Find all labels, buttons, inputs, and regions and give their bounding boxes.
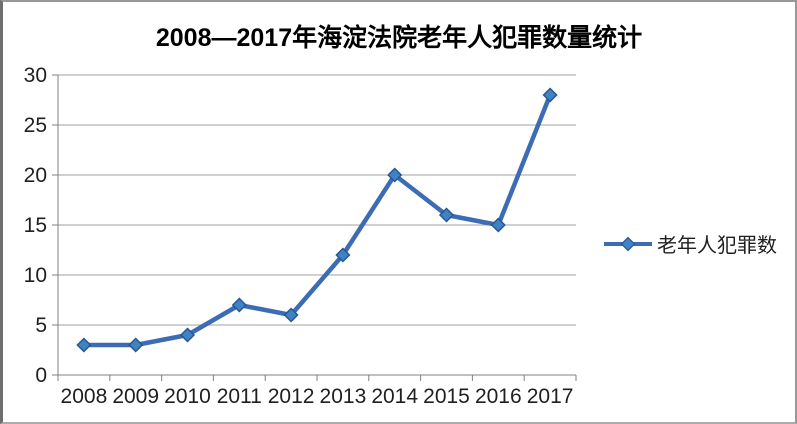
data-series-line bbox=[81, 92, 553, 348]
plot-area: 0 5 10 15 20 25 30 2008 2009 2010 2011 2012 2013 2014… bbox=[24, 64, 577, 408]
data-point-marker bbox=[490, 217, 506, 233]
y-axis-label: 5 bbox=[35, 314, 47, 337]
x-axis-label: 2015 bbox=[423, 385, 470, 408]
data-point-marker bbox=[179, 327, 196, 343]
data-point-marker bbox=[542, 87, 558, 103]
y-axis-label: 30 bbox=[24, 64, 47, 87]
x-axis-label: 2010 bbox=[164, 385, 211, 408]
x-axis-label: 2009 bbox=[112, 385, 159, 408]
x-axis-label: 2014 bbox=[371, 385, 418, 408]
y-axis-label: 20 bbox=[24, 164, 47, 187]
data-point-marker bbox=[128, 337, 144, 353]
chart-title: 2008—2017年海淀法院老年人犯罪数量统计 bbox=[155, 24, 643, 52]
x-axis-label: 2013 bbox=[320, 385, 367, 408]
legend-diamond-marker bbox=[620, 236, 636, 251]
y-axis-label: 10 bbox=[24, 264, 47, 287]
data-point-marker bbox=[387, 167, 403, 183]
data-point-marker bbox=[438, 207, 455, 223]
x-axis-label: 2011 bbox=[217, 385, 262, 408]
x-axis-label: 2017 bbox=[527, 385, 574, 408]
x-axis-label: 2016 bbox=[475, 385, 522, 408]
y-axis-label: 15 bbox=[24, 214, 47, 237]
y-axis-label: 0 bbox=[35, 364, 47, 387]
legend-label: 老年人犯罪数 bbox=[657, 235, 777, 257]
x-axis-label: 2012 bbox=[268, 385, 315, 408]
y-axis-label: 25 bbox=[24, 114, 47, 137]
data-point-marker bbox=[76, 337, 92, 353]
legend: 老年人犯罪数 bbox=[604, 229, 777, 258]
data-point-marker bbox=[335, 247, 351, 263]
legend-line-marker-icon bbox=[604, 236, 652, 251]
data-point-marker bbox=[283, 307, 299, 323]
data-point-marker bbox=[231, 297, 247, 313]
x-axis-label: 2008 bbox=[61, 385, 108, 408]
